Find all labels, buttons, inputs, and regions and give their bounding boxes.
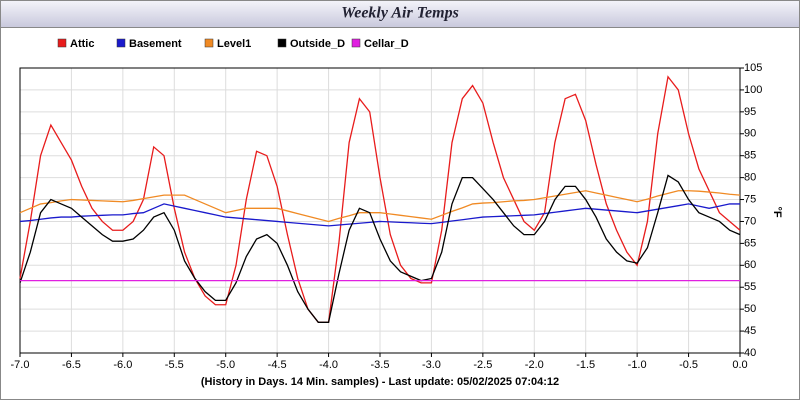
y-tick-label: 90 bbox=[744, 128, 756, 140]
series-line bbox=[19, 174, 741, 323]
legend-swatch bbox=[351, 38, 361, 48]
x-tick-label: -5.0 bbox=[216, 359, 235, 371]
x-tick-label: -6.5 bbox=[62, 359, 81, 371]
legend-swatch bbox=[57, 38, 67, 48]
y-tick-label: 55 bbox=[744, 281, 756, 293]
x-tick-label: 0.0 bbox=[732, 359, 747, 371]
y-tick-label: 40 bbox=[744, 347, 756, 359]
legend-swatch bbox=[204, 38, 214, 48]
series-line bbox=[19, 203, 740, 227]
y-tick-label: 80 bbox=[744, 172, 756, 184]
series-line bbox=[19, 75, 741, 323]
plot-border bbox=[19, 67, 741, 354]
y-axis-label: °F bbox=[771, 206, 783, 217]
legend-label: Attic bbox=[70, 38, 94, 50]
x-tick-label: -4.5 bbox=[268, 359, 287, 371]
footer: (History in Days. 14 Min. samples) - Las… bbox=[201, 376, 559, 388]
y-tick-label: 65 bbox=[744, 237, 756, 249]
x-tick-label: -5.5 bbox=[165, 359, 184, 371]
y-tick-label: 105 bbox=[744, 62, 762, 74]
y-tick-label: 70 bbox=[744, 215, 756, 227]
y-tick-label: 85 bbox=[744, 150, 756, 162]
title-bar bbox=[0, 0, 800, 28]
x-tick-label: -2.0 bbox=[525, 359, 544, 371]
x-tick-label: -6.0 bbox=[113, 359, 132, 371]
y-tick-label: 45 bbox=[744, 325, 756, 337]
y-tick-label: 60 bbox=[744, 259, 756, 271]
legend-swatch bbox=[116, 38, 126, 48]
x-tick-label: -3.0 bbox=[422, 359, 441, 371]
legend-label: Level1 bbox=[217, 38, 251, 50]
y-tick-label: 95 bbox=[744, 106, 756, 118]
x-tick-label: -2.5 bbox=[473, 359, 492, 371]
chart-title: Weekly Air Temps bbox=[341, 5, 459, 22]
x-tick-label: -1.5 bbox=[576, 359, 595, 371]
legend-swatch bbox=[277, 38, 287, 48]
x-tick-label: -0.5 bbox=[679, 359, 698, 371]
x-tick-label: -1.0 bbox=[628, 359, 647, 371]
x-tick-label: -3.5 bbox=[371, 359, 390, 371]
legend-label: Cellar_D bbox=[364, 38, 409, 50]
series-line bbox=[19, 190, 741, 223]
x-tick-label: -4.0 bbox=[319, 359, 338, 371]
legend-label: Basement bbox=[129, 38, 182, 50]
y-tick-label: 50 bbox=[744, 303, 756, 315]
y-tick-label: 100 bbox=[744, 84, 762, 96]
legend-label: Outside_D bbox=[290, 38, 345, 50]
y-tick-label: 75 bbox=[744, 193, 756, 205]
x-tick-label: -7.0 bbox=[11, 359, 30, 371]
